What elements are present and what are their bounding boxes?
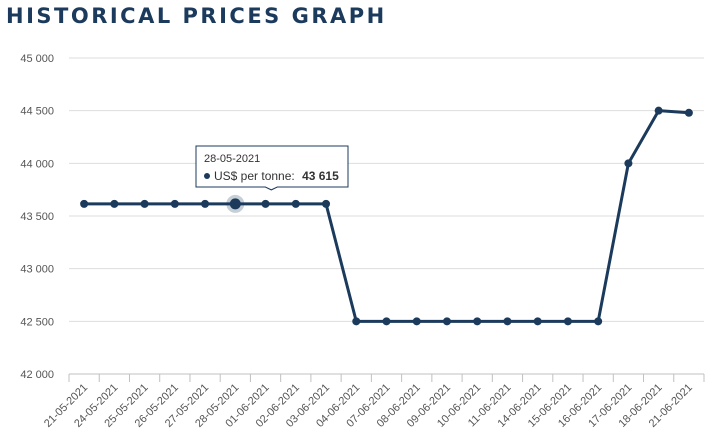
- data-point[interactable]: [442, 317, 451, 326]
- y-tick-label: 42 500: [20, 316, 54, 328]
- y-tick-label: 42 000: [20, 369, 54, 381]
- data-point[interactable]: [322, 199, 331, 208]
- chart-title: HISTORICAL PRICES GRAPH: [6, 4, 387, 28]
- data-point[interactable]: [654, 106, 663, 115]
- data-point[interactable]: [261, 199, 270, 208]
- data-point[interactable]: [110, 199, 119, 208]
- data-point[interactable]: [412, 317, 421, 326]
- data-point[interactable]: [473, 317, 482, 326]
- y-axis: 42 000 42 500 43 000 43 500 44 000 44 500 45 0…: [20, 53, 54, 381]
- data-point[interactable]: [533, 317, 542, 326]
- series-us-per-tonne: [80, 106, 693, 326]
- tooltip-series-text: US$ per tonne: 43 615: [214, 169, 339, 183]
- tooltip-box: [195, 145, 349, 191]
- data-point[interactable]: [594, 317, 603, 326]
- data-point[interactable]: [382, 317, 391, 326]
- y-tick-label: 45 000: [20, 53, 54, 65]
- data-point[interactable]: [291, 199, 300, 208]
- data-point[interactable]: [352, 317, 361, 326]
- y-tick-label: 44 500: [20, 106, 54, 118]
- data-point[interactable]: [201, 199, 210, 208]
- data-point[interactable]: [684, 108, 693, 117]
- tooltip-series-dot: [204, 173, 210, 179]
- y-tick-label: 43 500: [20, 211, 54, 223]
- grid-lines: [69, 57, 704, 322]
- x-axis: 21-05-202124-05-202125-05-202126-05-2021…: [42, 373, 705, 430]
- data-point[interactable]: [624, 159, 633, 168]
- y-tick-label: 44 000: [20, 158, 54, 170]
- tooltip-date: 28-05-2021: [204, 153, 260, 165]
- data-point[interactable]: [80, 199, 89, 208]
- y-tick-label: 43 000: [20, 264, 54, 276]
- data-point-highlighted[interactable]: [229, 198, 241, 210]
- data-point[interactable]: [170, 199, 179, 208]
- data-point[interactable]: [140, 199, 149, 208]
- tooltip-series-label: US$ per tonne:: [214, 169, 295, 183]
- data-point[interactable]: [563, 317, 572, 326]
- tooltip: 28-05-2021 US$ per tonne: 43 615: [195, 145, 349, 191]
- data-point[interactable]: [503, 317, 512, 326]
- tooltip-value: 43 615: [302, 169, 339, 183]
